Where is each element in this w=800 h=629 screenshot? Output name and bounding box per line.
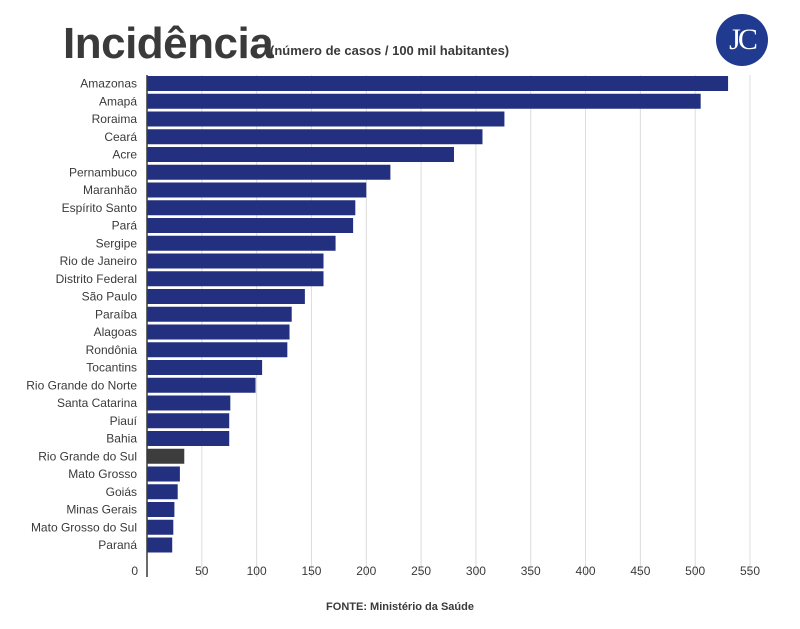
bar bbox=[147, 395, 231, 411]
bar bbox=[147, 218, 354, 233]
x-tick-label: 550 bbox=[740, 564, 760, 578]
category-label: Paraíba bbox=[95, 307, 137, 321]
category-label: Rio de Janeiro bbox=[60, 254, 138, 268]
bar bbox=[147, 111, 505, 127]
x-tick-label: 400 bbox=[576, 564, 596, 578]
category-label: Acre bbox=[112, 148, 137, 162]
x-tick-label: 0 bbox=[131, 564, 138, 578]
bar bbox=[147, 502, 175, 517]
x-tick-label: 50 bbox=[195, 564, 209, 578]
x-tick-label: 250 bbox=[411, 564, 431, 578]
category-label: Rio Grande do Norte bbox=[26, 378, 137, 392]
category-label: Pernambuco bbox=[69, 165, 137, 179]
category-label: Pará bbox=[112, 219, 138, 233]
bar bbox=[147, 306, 292, 322]
bar bbox=[147, 413, 230, 429]
category-label: Sergipe bbox=[96, 236, 138, 250]
x-tick-label: 100 bbox=[247, 564, 267, 578]
category-label: Paraná bbox=[98, 538, 137, 552]
bar bbox=[147, 431, 230, 446]
bar bbox=[147, 235, 336, 251]
x-tick-label: 500 bbox=[685, 564, 705, 578]
category-label: Roraima bbox=[92, 112, 138, 126]
category-label: São Paulo bbox=[82, 290, 138, 304]
category-label: Distrito Federal bbox=[56, 272, 137, 286]
bar bbox=[147, 164, 391, 180]
jc-logo: JC bbox=[716, 14, 768, 66]
bar bbox=[147, 377, 256, 393]
bar bbox=[147, 76, 729, 91]
category-label: Espírito Santo bbox=[62, 201, 138, 215]
x-tick-label: 350 bbox=[521, 564, 541, 578]
bar bbox=[147, 147, 454, 162]
category-label: Mato Grosso bbox=[68, 467, 137, 481]
bar bbox=[147, 289, 305, 304]
category-label: Bahia bbox=[106, 432, 137, 446]
category-label: Mato Grosso do Sul bbox=[31, 520, 137, 534]
category-label: Rondônia bbox=[86, 343, 138, 357]
category-label: Rio Grande do Sul bbox=[38, 449, 137, 463]
bar bbox=[147, 200, 356, 216]
category-label: Goiás bbox=[106, 485, 137, 499]
x-tick-label: 300 bbox=[466, 564, 486, 578]
x-tick-label: 200 bbox=[356, 564, 376, 578]
category-label: Ceará bbox=[104, 130, 137, 144]
category-label: Maranhão bbox=[83, 183, 137, 197]
bar bbox=[147, 93, 701, 109]
category-label: Amazonas bbox=[80, 77, 137, 91]
category-label: Amapá bbox=[99, 94, 137, 108]
chart-title: Incidência bbox=[63, 19, 274, 68]
x-tick-label: 450 bbox=[630, 564, 650, 578]
bar bbox=[147, 342, 288, 358]
bar bbox=[147, 360, 263, 375]
chart-subtitle: (número de casos / 100 mil habitantes) bbox=[270, 43, 510, 58]
bar bbox=[147, 129, 483, 145]
bar bbox=[147, 253, 324, 269]
bar bbox=[147, 484, 178, 500]
bar bbox=[147, 519, 174, 535]
bar bbox=[147, 324, 290, 340]
bar bbox=[147, 271, 324, 287]
bar bbox=[147, 448, 185, 464]
bar bbox=[147, 537, 173, 553]
source-note: FONTE: Ministério da Saúde bbox=[326, 601, 474, 613]
category-label: Minas Gerais bbox=[66, 503, 137, 517]
category-label: Piauí bbox=[110, 414, 138, 428]
x-tick-label: 150 bbox=[301, 564, 321, 578]
category-label: Alagoas bbox=[94, 325, 137, 339]
bar bbox=[147, 466, 180, 482]
bar bbox=[147, 182, 367, 198]
category-label: Tocantins bbox=[86, 361, 137, 375]
category-label: Santa Catarina bbox=[57, 396, 137, 410]
